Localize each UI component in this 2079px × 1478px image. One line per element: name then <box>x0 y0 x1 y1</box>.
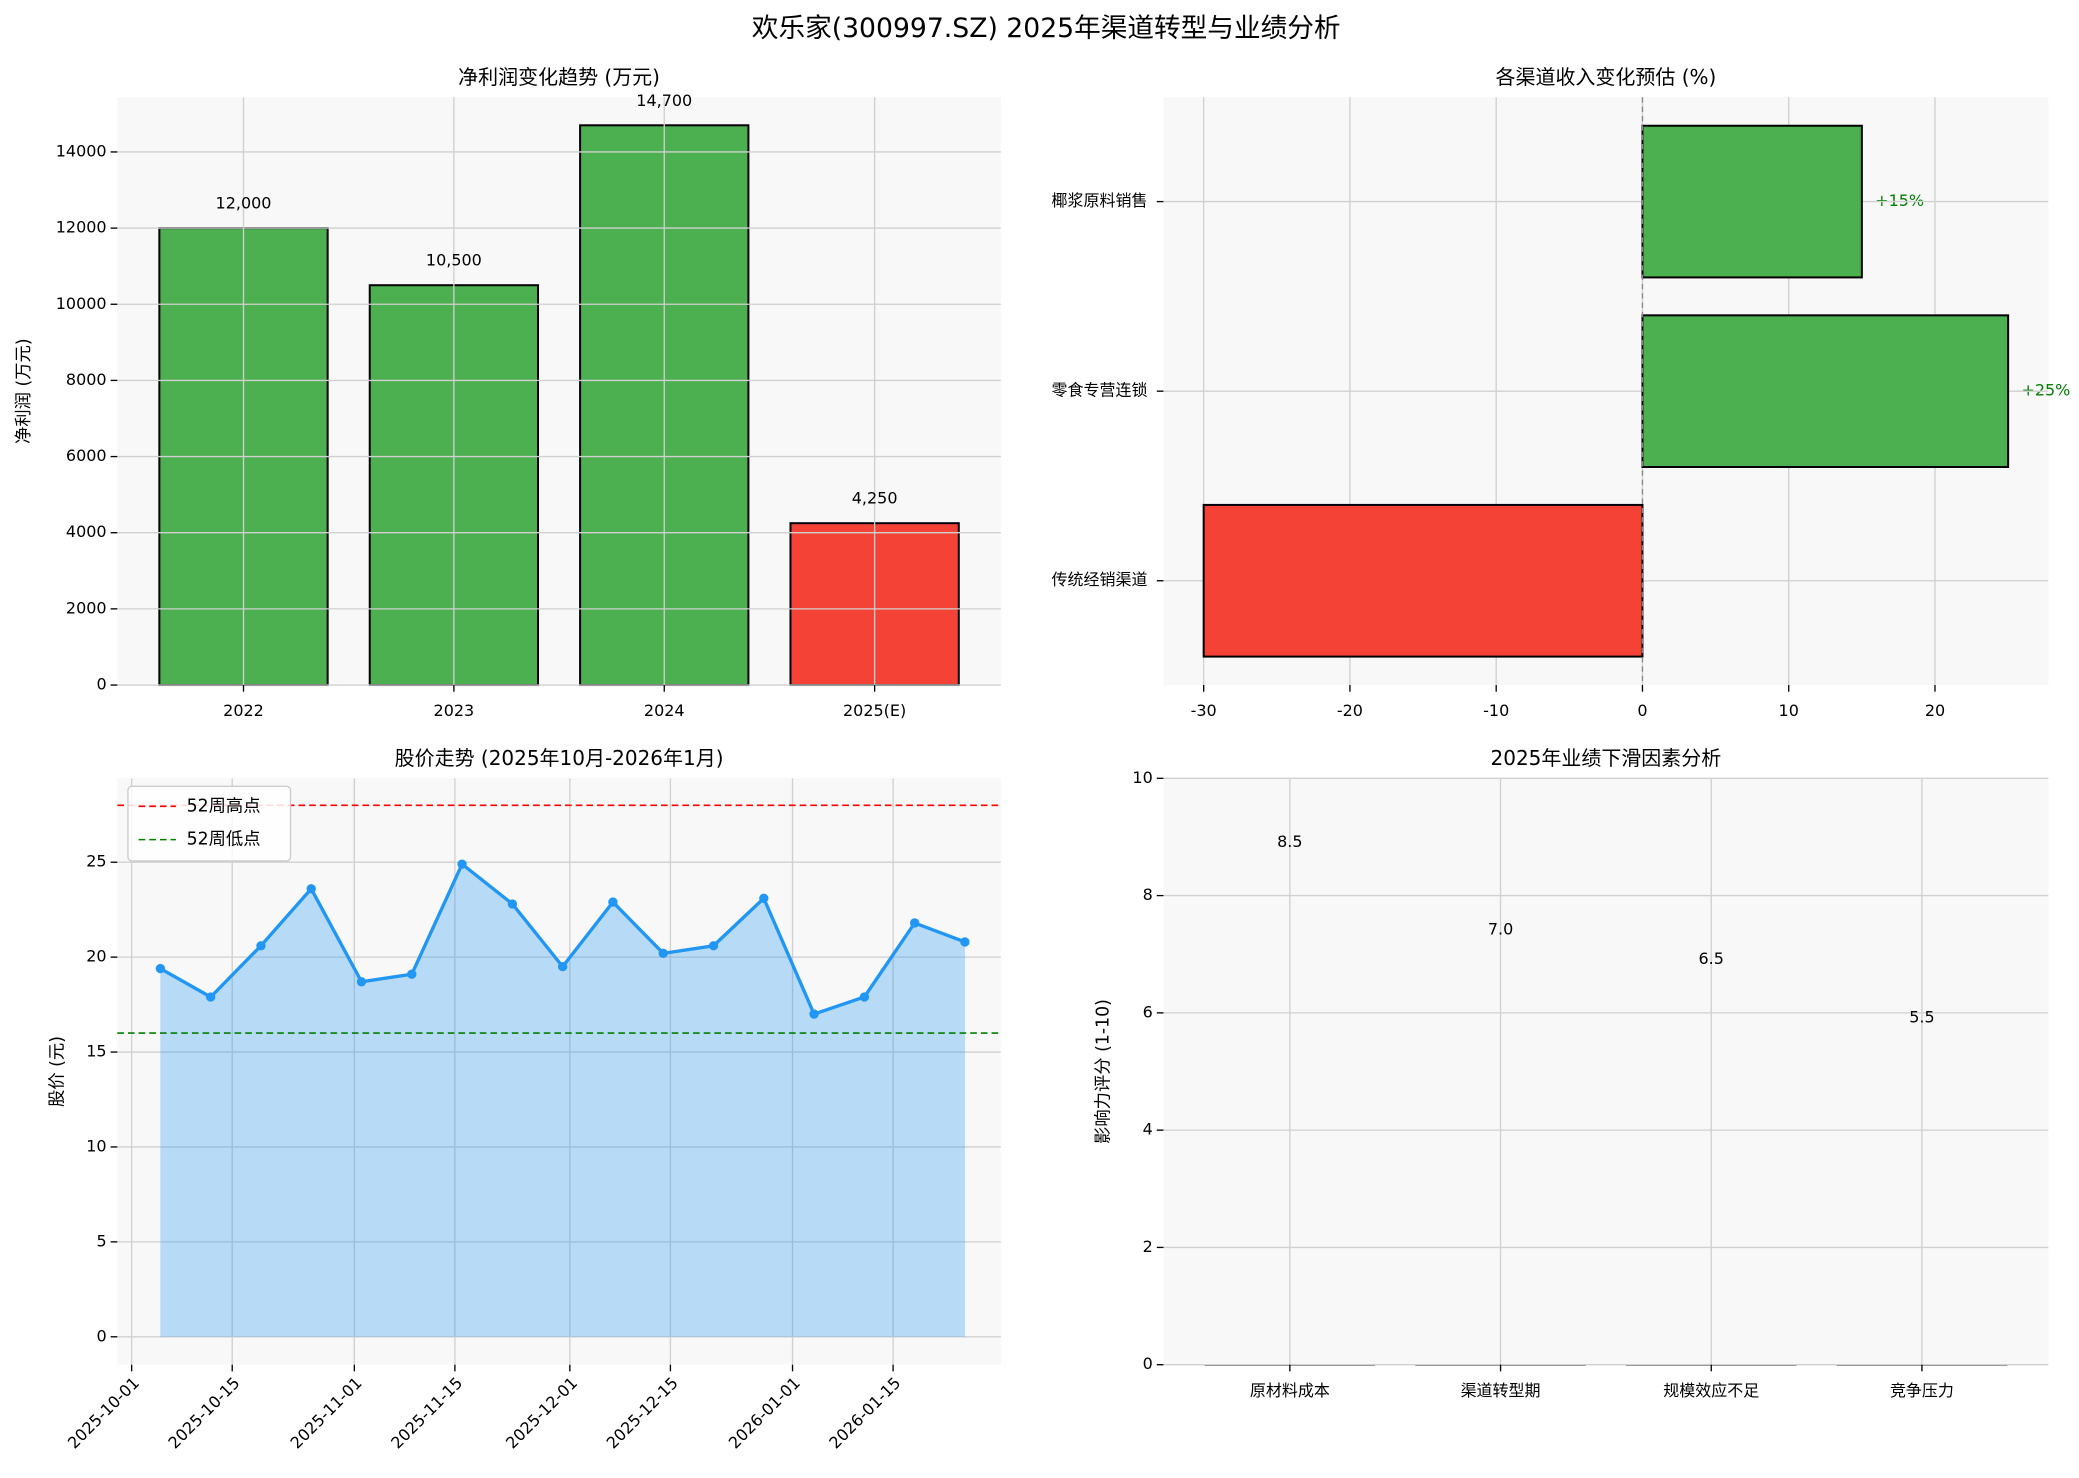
y-tick-label: 传统经销渠道 <box>1052 570 1148 589</box>
y-tick-label: 0 <box>96 1326 106 1345</box>
point <box>909 918 920 928</box>
chart-title: 2025年业绩下滑因素分析 <box>1491 746 1722 770</box>
value-label: 7.0 <box>1488 920 1513 939</box>
point <box>407 969 417 979</box>
y-tick-label: 10000 <box>56 294 107 313</box>
legend-box <box>127 785 292 862</box>
bar <box>1641 314 2010 469</box>
x-tick-label: 规模效应不足 <box>1663 1381 1759 1400</box>
main-title: 欢乐家(300997.SZ) 2025年渠道转型与业绩分析 <box>752 13 1341 44</box>
x-tick-label: 2025(E) <box>843 701 906 720</box>
x-tick-label: 2022 <box>223 701 264 720</box>
y-tick-label: 2 <box>1143 1237 1153 1256</box>
bar <box>1202 503 1644 658</box>
point <box>960 937 970 947</box>
y-tick-label: 5 <box>96 1231 106 1250</box>
y-tick-label: 4000 <box>66 522 107 541</box>
y-tick-label: 12000 <box>56 218 107 237</box>
point <box>507 899 518 909</box>
value-label: 4,250 <box>852 489 898 508</box>
y-tick-label: 椰浆原料销售 <box>1052 191 1148 210</box>
point <box>658 948 668 959</box>
x-tick-label: -10 <box>1483 701 1509 720</box>
chart-title: 净利润变化趋势 (万元) <box>458 65 660 89</box>
x-tick-label: 竞争压力 <box>1890 1381 1954 1400</box>
point <box>759 893 769 903</box>
plot-area <box>1163 778 2049 1365</box>
x-tick-label: 20 <box>1925 701 1945 720</box>
value-label: 14,700 <box>636 91 692 110</box>
y-tick-label: 0 <box>1143 1354 1153 1373</box>
value-label: +15% <box>1875 191 1924 210</box>
y-tick-label: 10 <box>86 1136 106 1155</box>
point <box>557 961 568 972</box>
y-axis-label: 影响力评分 (1-10) <box>1093 999 1113 1144</box>
y-tick-label: 零食专营连锁 <box>1052 381 1148 400</box>
point <box>708 941 719 951</box>
y-axis-label: 净利润 (万元) <box>14 338 34 444</box>
point <box>155 963 166 974</box>
x-tick-label: 0 <box>1637 701 1647 720</box>
y-tick-label: 2000 <box>66 598 107 617</box>
y-tick-label: 8000 <box>66 370 107 389</box>
y-tick-label: 20 <box>86 947 106 966</box>
y-tick-label: 10 <box>1132 768 1152 787</box>
x-tick-label: -20 <box>1337 701 1363 720</box>
y-tick-label: 14000 <box>56 141 107 160</box>
legend-label: 52周高点 <box>187 796 261 816</box>
chart-title: 各渠道收入变化预估 (%) <box>1495 65 1716 89</box>
chart-title: 股价走势 (2025年10月-2026年1月) <box>395 746 724 770</box>
point <box>457 859 467 869</box>
point <box>205 992 216 1002</box>
y-tick-label: 8 <box>1143 885 1153 904</box>
value-label: 5.5 <box>1909 1008 1934 1027</box>
x-tick-label: -30 <box>1191 701 1217 720</box>
point <box>306 884 316 894</box>
x-tick-label: 原材料成本 <box>1250 1381 1330 1400</box>
y-tick-label: 4 <box>1143 1120 1153 1139</box>
x-tick-label: 10 <box>1779 701 1799 720</box>
value-label: 10,500 <box>426 251 482 270</box>
value-label: 8.5 <box>1277 832 1302 851</box>
value-label: 12,000 <box>216 194 272 213</box>
legend-label: 52周低点 <box>187 830 261 850</box>
value-label: 6.5 <box>1699 949 1724 968</box>
point <box>256 941 266 951</box>
y-tick-label: 0 <box>96 675 106 694</box>
point <box>608 897 618 907</box>
point <box>809 1009 819 1019</box>
bar <box>1641 124 1863 279</box>
y-tick-label: 15 <box>86 1042 106 1061</box>
y-tick-label: 6000 <box>66 446 107 465</box>
y-axis-label: 股价 (元) <box>47 1036 67 1107</box>
y-tick-label: 25 <box>86 852 106 871</box>
value-label: +25% <box>2021 381 2070 400</box>
y-tick-label: 6 <box>1143 1002 1153 1021</box>
plot-area <box>117 778 1001 1365</box>
x-tick-label: 渠道转型期 <box>1461 1381 1541 1400</box>
x-tick-label: 2023 <box>434 701 475 720</box>
point <box>356 977 367 987</box>
x-tick-label: 2024 <box>644 701 685 720</box>
point <box>859 992 870 1002</box>
